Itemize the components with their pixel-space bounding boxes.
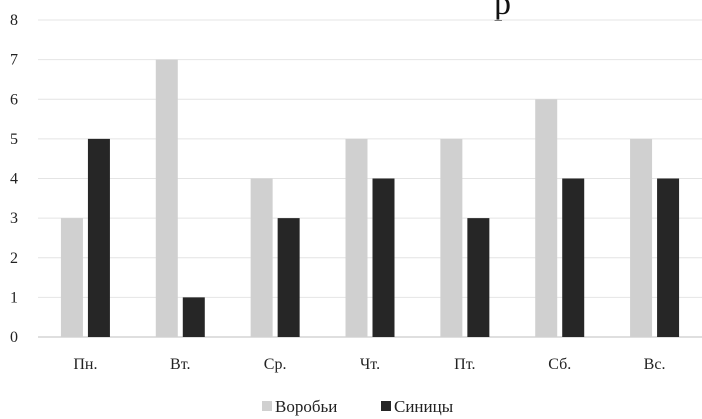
- bar-sinitsy: [562, 178, 585, 337]
- bar-vorobyi: [60, 218, 83, 337]
- bar-vorobyi: [535, 99, 558, 337]
- legend-swatch: [381, 401, 391, 411]
- x-tick-label: Вт.: [170, 356, 190, 373]
- legend-label: Синицы: [394, 397, 454, 416]
- bar-vorobyi: [250, 178, 273, 337]
- bar-vorobyi: [440, 138, 463, 337]
- bar-sinitsy: [277, 218, 300, 337]
- legend-label: Воробьи: [275, 397, 337, 416]
- y-tick-label: 0: [10, 329, 18, 346]
- bar-vorobyi: [155, 59, 178, 337]
- y-tick-label: 2: [10, 250, 18, 267]
- x-tick-label: Пт.: [454, 356, 475, 373]
- bar-sinitsy: [657, 178, 680, 337]
- legend-swatch: [262, 401, 272, 411]
- bar-sinitsy: [467, 218, 490, 337]
- y-axis-tick-labels: 0 1 2 3 4 5 6 7 8: [10, 12, 18, 346]
- y-tick-label: 1: [10, 289, 18, 306]
- y-tick-label: 6: [10, 91, 18, 108]
- chart-title-fragment: р: [494, 0, 511, 22]
- y-tick-label: 3: [10, 210, 18, 227]
- y-tick-label: 5: [10, 131, 18, 148]
- bar-sinitsy: [182, 297, 205, 337]
- x-tick-label: Сб.: [548, 356, 571, 373]
- y-tick-label: 7: [10, 52, 18, 69]
- bars: [60, 59, 680, 337]
- x-tick-label: Ср.: [264, 356, 287, 373]
- x-tick-label: Пн.: [73, 356, 97, 373]
- y-tick-label: 8: [10, 12, 18, 29]
- bar-sinitsy: [372, 178, 395, 337]
- bar-sinitsy: [87, 138, 110, 337]
- y-tick-label: 4: [10, 171, 18, 188]
- gridlines: [38, 19, 702, 338]
- legend: Воробьи Синицы: [262, 397, 454, 416]
- x-axis-tick-labels: Пн. Вт. Ср. Чт. Пт. Сб. Вс.: [73, 356, 665, 373]
- bar-vorobyi: [630, 138, 653, 337]
- x-tick-label: Вс.: [644, 356, 666, 373]
- bar-vorobyi: [345, 138, 368, 337]
- x-tick-label: Чт.: [360, 356, 380, 373]
